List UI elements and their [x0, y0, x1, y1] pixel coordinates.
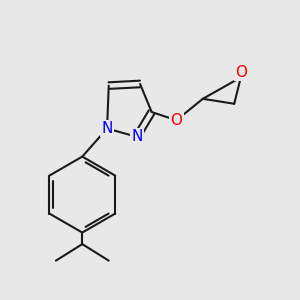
Text: O: O [170, 113, 182, 128]
Text: O: O [235, 65, 247, 80]
Text: N: N [101, 121, 113, 136]
Text: N: N [131, 129, 142, 144]
